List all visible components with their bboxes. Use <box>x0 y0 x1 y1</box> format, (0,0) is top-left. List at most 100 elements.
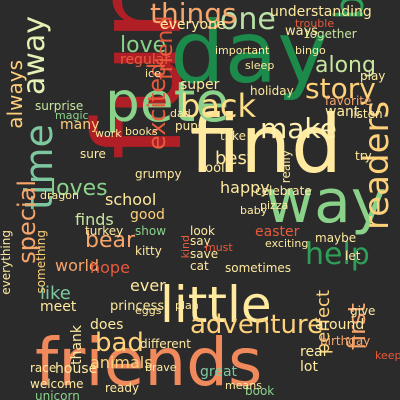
word-bad: bad <box>95 328 144 358</box>
word-ever: ever <box>130 276 166 295</box>
word-want: want <box>325 104 360 120</box>
word-turkey: turkey <box>85 224 124 238</box>
word-ice: ice <box>145 67 161 80</box>
word-best: best <box>215 148 254 169</box>
word-dad: dad <box>170 107 191 120</box>
word-trouble: trouble <box>295 17 335 30</box>
word-plan: plan <box>175 299 199 312</box>
word-show: show <box>135 224 167 238</box>
word-along: along <box>315 53 376 78</box>
word-listen: listen <box>350 107 383 121</box>
word-sure: sure <box>80 147 106 161</box>
word-ways: ways <box>285 24 319 39</box>
word-one: one <box>220 2 276 37</box>
word-save: save <box>190 247 219 261</box>
word-cool: cool <box>198 161 225 176</box>
word-important: important <box>215 44 270 57</box>
word-does: does <box>90 317 124 333</box>
word-real: real <box>300 344 327 360</box>
word-keep: keep <box>375 349 400 362</box>
word-grumpy: grumpy <box>135 167 182 181</box>
word-world: world <box>55 256 100 275</box>
word-take: take <box>220 129 246 143</box>
word-hope: hope <box>90 258 130 277</box>
word-give: give <box>350 304 376 318</box>
word-different: different <box>140 337 191 351</box>
word-brave: brave <box>145 361 177 374</box>
word-great: great <box>200 364 238 380</box>
word-books: books <box>125 125 158 138</box>
word-kind: kind <box>179 235 192 259</box>
word-bingo: bingo <box>295 44 326 57</box>
word-holiday: holiday <box>250 84 294 98</box>
word-love: love <box>120 33 167 58</box>
word-favorite: favorite <box>325 94 372 108</box>
word-help: help <box>305 237 370 272</box>
word-many: many <box>60 117 100 133</box>
word-lot: lot <box>300 359 318 375</box>
word-happy: happy <box>220 178 270 197</box>
word-must: must <box>205 241 233 254</box>
word-school: school <box>105 190 157 209</box>
word-find: find <box>190 98 342 191</box>
word-book: book <box>245 384 275 398</box>
word-everything: everything <box>0 230 13 295</box>
word-loves: loves <box>50 176 108 201</box>
word-little: little <box>160 276 272 334</box>
word-magic: magic <box>55 109 89 122</box>
word-say: say <box>190 234 211 248</box>
word-maybe: maybe <box>315 231 357 245</box>
word-let: let <box>345 249 361 263</box>
word-everyone: everyone <box>160 17 226 33</box>
word-welcome: welcome <box>30 377 84 391</box>
word-work: work <box>95 127 122 140</box>
word-understanding: understanding <box>270 4 372 20</box>
word-pizza: pizza <box>260 199 289 212</box>
word-something: something <box>34 230 48 294</box>
word-house: house <box>55 361 98 377</box>
word-thank: thank <box>69 325 85 365</box>
word-good: good <box>130 207 165 223</box>
word-birthday: birthday <box>320 334 371 348</box>
word-adventure: adventure <box>190 310 324 340</box>
word-princess: princess <box>110 299 165 314</box>
word-eggs: eggs <box>135 304 162 317</box>
word-pups: pups <box>175 119 205 133</box>
word-sometimes: sometimes <box>225 261 292 275</box>
word-friends: friends <box>35 324 263 400</box>
word-race: race <box>30 361 57 375</box>
word-around: around <box>315 317 365 333</box>
word-super: super <box>180 77 220 93</box>
word-make: make <box>260 112 337 145</box>
word-meet: meet <box>40 299 77 315</box>
word-day: day <box>170 3 329 103</box>
word-always: always <box>3 60 27 129</box>
word-means: means <box>225 379 262 392</box>
word-animals: animals <box>90 353 153 372</box>
word-easter: easter <box>255 224 300 240</box>
word-cat: cat <box>190 259 209 273</box>
word-bear: bear <box>85 228 136 253</box>
word-really: really <box>279 150 293 184</box>
word-kitty: kitty <box>135 244 162 258</box>
word-baby: baby <box>240 204 268 217</box>
word-regular: regular <box>120 52 171 68</box>
word-things: things <box>150 0 237 30</box>
word-finds: finds <box>75 210 114 229</box>
word-play: play <box>360 69 386 83</box>
word-try: try <box>355 149 372 163</box>
word-surprise: surprise <box>35 99 84 113</box>
word-sleep: sleep <box>245 59 275 72</box>
word-story: story <box>305 72 376 105</box>
word-unicorn: unicorn <box>35 389 80 400</box>
word-together: together <box>305 27 357 41</box>
word-celebrate: celebrate <box>255 184 312 198</box>
word-look: look <box>190 224 215 238</box>
word-dragon: dragon <box>40 189 79 202</box>
word-ready: ready <box>105 381 140 395</box>
word-back: back <box>180 87 257 125</box>
word-pete: pete <box>105 70 230 134</box>
word-like: like <box>40 283 71 304</box>
word-way: way <box>265 167 387 237</box>
